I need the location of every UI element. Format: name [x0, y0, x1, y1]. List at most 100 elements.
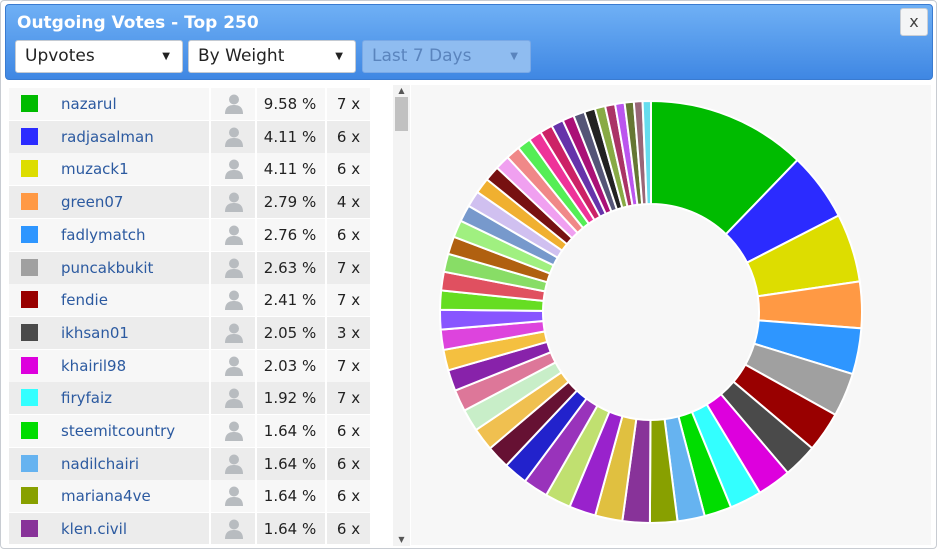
color-swatch	[21, 193, 38, 211]
cell-divider	[209, 447, 211, 480]
period-dropdown[interactable]: Last 7 Days ▼	[362, 40, 531, 73]
list-item[interactable]: radjasalman 4.11 % 6 x	[9, 120, 370, 153]
sort-value: By Weight	[198, 46, 285, 66]
voter-name-link[interactable]: nazarul	[61, 95, 117, 113]
cell-divider	[209, 153, 211, 186]
color-swatch	[21, 422, 38, 439]
cell-divider	[209, 349, 211, 382]
chart-panel	[411, 85, 931, 545]
list-item[interactable]: green07 2.79 % 4 x	[9, 186, 370, 219]
list-item[interactable]: firyfaiz 1.92 % 7 x	[9, 382, 370, 415]
chevron-down-icon: ▼	[510, 51, 518, 62]
cell-divider	[325, 186, 327, 219]
vote-percent: 2.63 %	[263, 258, 317, 277]
cell-divider	[255, 218, 257, 251]
list-item[interactable]: nadilchairi 1.64 % 6 x	[9, 447, 370, 480]
user-icon[interactable]	[224, 322, 244, 343]
cell-divider	[325, 316, 327, 349]
vote-count: 6 x	[336, 487, 361, 506]
voter-name-link[interactable]: klen.civil	[61, 520, 127, 539]
vote-count: 6 x	[336, 225, 361, 244]
cell-divider	[325, 218, 327, 251]
cell-divider	[325, 349, 327, 382]
cell-divider	[255, 284, 257, 317]
cell-divider	[325, 415, 327, 447]
cell-divider	[255, 415, 257, 447]
cell-divider	[209, 382, 211, 415]
list-scrollbar[interactable]: ▲ ▼	[393, 85, 410, 546]
sort-dropdown[interactable]: By Weight ▼	[188, 40, 356, 73]
cell-divider	[325, 382, 327, 415]
user-icon[interactable]	[224, 93, 244, 114]
user-icon[interactable]	[224, 518, 244, 540]
color-swatch	[21, 323, 38, 341]
user-icon[interactable]	[224, 191, 244, 213]
cell-divider	[209, 120, 211, 153]
list-item[interactable]: nazarul 9.58 % 7 x	[9, 88, 370, 120]
cell-divider	[255, 186, 257, 219]
cell-divider	[255, 480, 257, 513]
cell-divider	[325, 284, 327, 317]
votes-donut-chart	[439, 99, 863, 525]
list-item[interactable]: mariana4ve 1.64 % 6 x	[9, 480, 370, 513]
user-icon[interactable]	[224, 224, 244, 245]
cell-divider	[255, 153, 257, 186]
color-swatch	[21, 95, 38, 112]
cell-divider	[325, 153, 327, 186]
user-icon[interactable]	[224, 158, 244, 180]
cell-divider	[255, 349, 257, 382]
vote-count: 7 x	[336, 356, 361, 375]
cell-divider	[255, 120, 257, 153]
scroll-thumb[interactable]	[395, 97, 408, 131]
voter-name-link[interactable]: puncakbukit	[61, 258, 154, 277]
voter-name-link[interactable]: steemitcountry	[61, 422, 176, 440]
user-icon[interactable]	[224, 355, 244, 376]
list-item[interactable]: fendie 2.41 % 7 x	[9, 284, 370, 317]
vote-type-dropdown[interactable]: Upvotes ▼	[15, 40, 183, 73]
vote-percent: 2.76 %	[263, 225, 317, 244]
voter-name-link[interactable]: radjasalman	[61, 127, 154, 146]
voter-name-link[interactable]: green07	[61, 193, 124, 212]
user-icon[interactable]	[224, 420, 244, 441]
voter-name-link[interactable]: firyfaiz	[61, 389, 113, 408]
list-item[interactable]: fadlymatch 2.76 % 6 x	[9, 218, 370, 251]
close-button[interactable]: x	[900, 8, 928, 36]
vote-count: 6 x	[336, 160, 361, 179]
pie-slice-other-50[interactable]	[641, 99, 652, 206]
voter-name-link[interactable]: mariana4ve	[61, 487, 151, 506]
user-icon[interactable]	[224, 387, 244, 409]
voter-name-link[interactable]: muzack1	[61, 160, 129, 179]
scroll-up-icon[interactable]: ▲	[398, 86, 405, 95]
color-swatch	[21, 389, 38, 407]
vote-type-value: Upvotes	[25, 46, 95, 66]
cell-divider	[209, 186, 211, 219]
list-item[interactable]: ikhsan01 2.05 % 3 x	[9, 316, 370, 349]
list-item[interactable]: steemitcountry 1.64 % 6 x	[9, 415, 370, 447]
cell-divider	[209, 316, 211, 349]
vote-percent: 1.64 %	[263, 520, 317, 539]
cell-divider	[325, 120, 327, 153]
voter-name-link[interactable]: nadilchairi	[61, 454, 140, 473]
voter-name-link[interactable]: khairil98	[61, 356, 127, 375]
chevron-down-icon: ▼	[162, 51, 170, 62]
voter-name-link[interactable]: ikhsan01	[61, 323, 129, 342]
user-icon[interactable]	[224, 126, 244, 147]
cell-divider	[209, 284, 211, 317]
list-item[interactable]: muzack1 4.11 % 6 x	[9, 153, 370, 186]
vote-percent: 1.64 %	[263, 454, 317, 473]
cell-divider	[255, 382, 257, 415]
user-icon[interactable]	[224, 485, 244, 507]
voter-name-link[interactable]: fadlymatch	[61, 225, 146, 244]
vote-count: 6 x	[336, 127, 361, 146]
vote-count: 6 x	[336, 520, 361, 539]
list-item[interactable]: khairil98 2.03 % 7 x	[9, 349, 370, 382]
cell-divider	[209, 251, 211, 284]
list-item[interactable]: puncakbukit 2.63 % 7 x	[9, 251, 370, 284]
chevron-down-icon: ▼	[335, 51, 343, 62]
voter-name-link[interactable]: fendie	[61, 291, 108, 310]
scroll-down-icon[interactable]: ▼	[398, 535, 405, 544]
user-icon[interactable]	[224, 257, 244, 278]
list-item[interactable]: klen.civil 1.64 % 6 x	[9, 513, 370, 544]
user-icon[interactable]	[224, 453, 244, 474]
user-icon[interactable]	[224, 289, 244, 311]
